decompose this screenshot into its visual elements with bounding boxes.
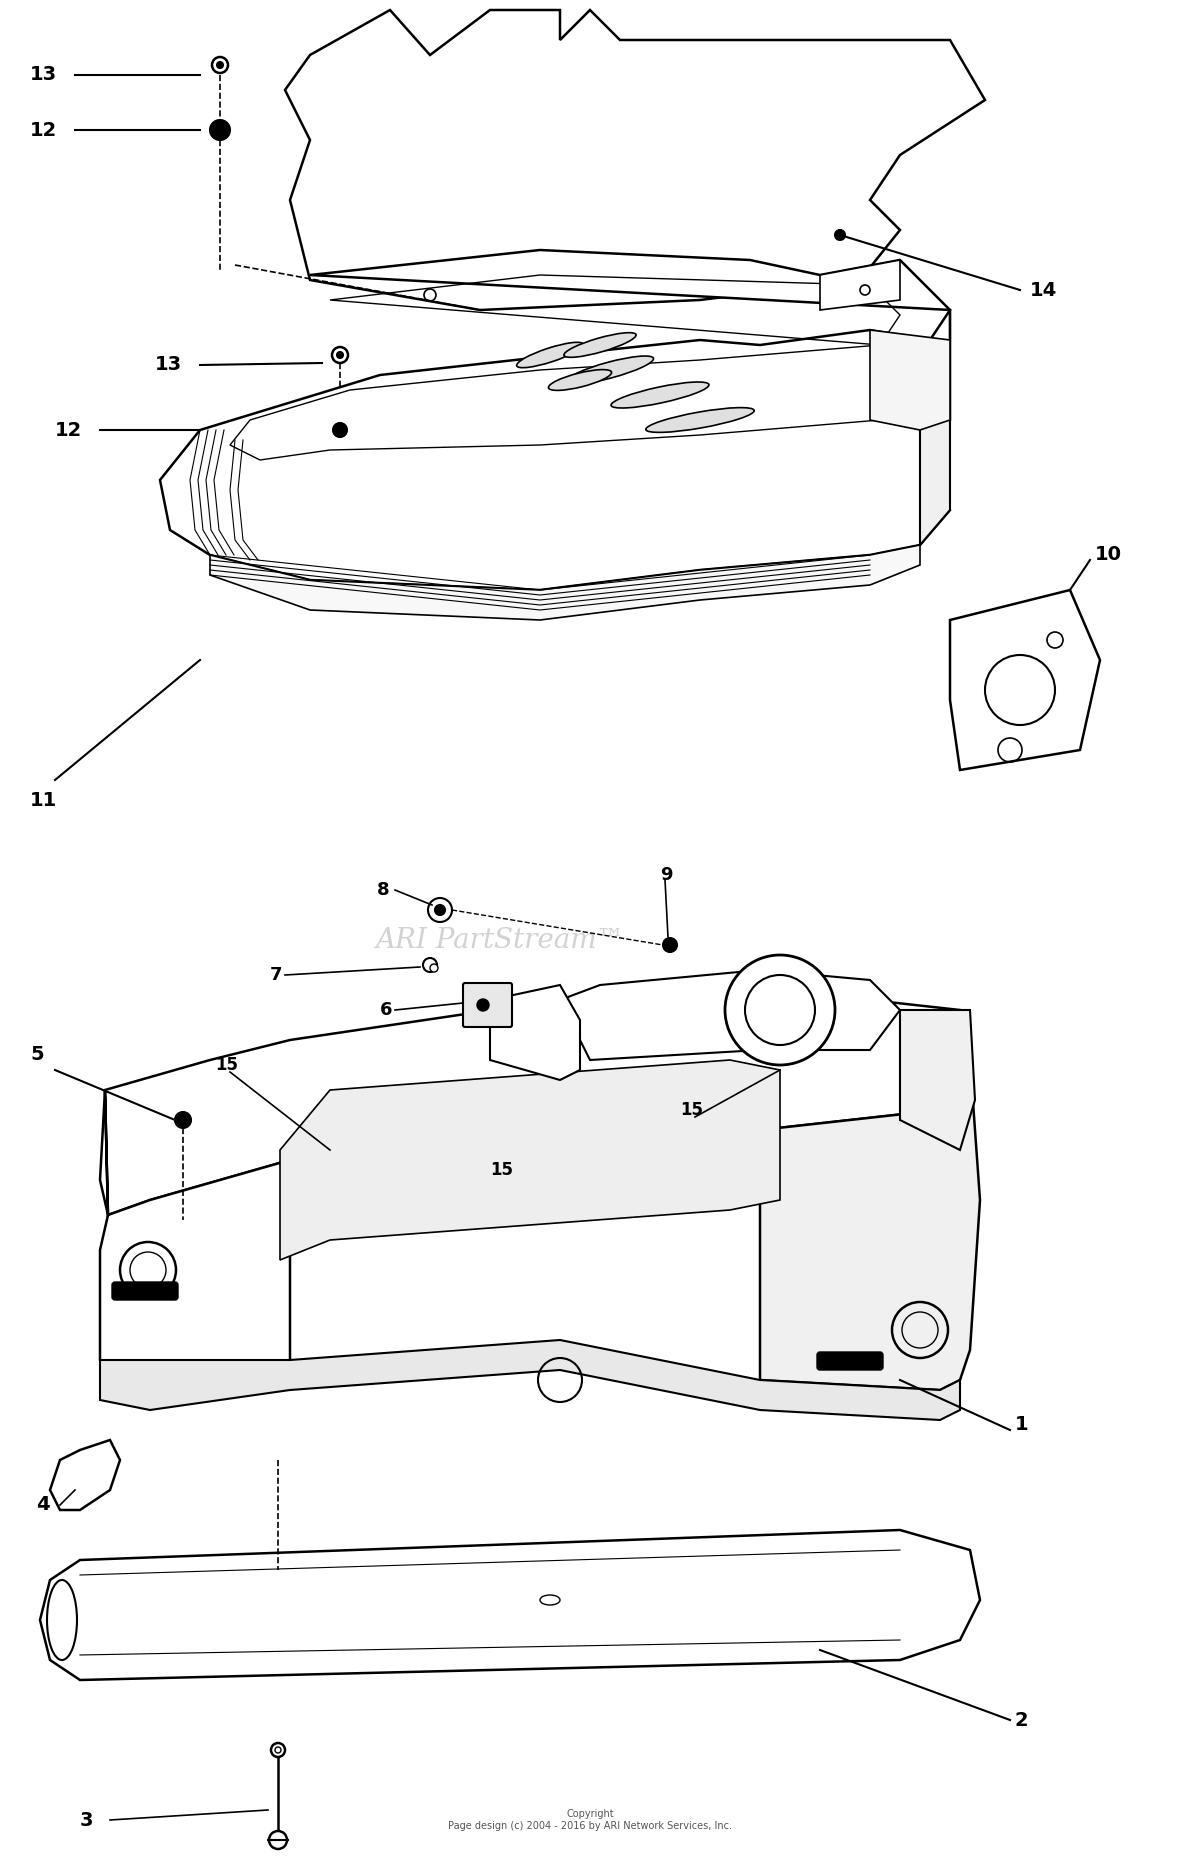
Circle shape: [175, 1112, 191, 1127]
Polygon shape: [160, 251, 950, 591]
Circle shape: [422, 958, 437, 971]
Polygon shape: [490, 984, 581, 1081]
Ellipse shape: [645, 409, 754, 433]
Text: 15: 15: [680, 1101, 703, 1120]
Circle shape: [430, 964, 438, 971]
Text: 15: 15: [215, 1057, 238, 1073]
Text: 14: 14: [1030, 280, 1057, 299]
Ellipse shape: [517, 342, 583, 368]
FancyBboxPatch shape: [112, 1281, 178, 1300]
Ellipse shape: [549, 370, 611, 390]
Polygon shape: [100, 1341, 961, 1421]
Text: 13: 13: [155, 355, 182, 375]
Text: 4: 4: [37, 1495, 50, 1515]
Text: 9: 9: [660, 865, 673, 884]
Circle shape: [435, 904, 445, 916]
Circle shape: [217, 61, 223, 69]
FancyBboxPatch shape: [463, 982, 512, 1027]
Polygon shape: [50, 1439, 120, 1510]
Circle shape: [663, 938, 677, 953]
Polygon shape: [900, 1010, 975, 1149]
Circle shape: [332, 347, 348, 362]
Ellipse shape: [564, 332, 636, 357]
Text: 1: 1: [1015, 1415, 1029, 1434]
Polygon shape: [40, 1530, 981, 1681]
Ellipse shape: [611, 383, 709, 409]
Text: ARI PartStream™: ARI PartStream™: [375, 927, 624, 953]
Polygon shape: [820, 260, 900, 310]
Text: 15: 15: [490, 1161, 513, 1179]
Text: 8: 8: [378, 880, 391, 899]
Circle shape: [835, 230, 845, 240]
Circle shape: [210, 121, 230, 139]
Text: 10: 10: [1095, 546, 1122, 565]
Text: 12: 12: [30, 121, 58, 139]
Polygon shape: [920, 310, 950, 544]
Polygon shape: [950, 591, 1100, 771]
Polygon shape: [760, 1010, 981, 1391]
Text: 5: 5: [30, 1045, 44, 1064]
Circle shape: [333, 423, 347, 436]
Circle shape: [337, 353, 343, 358]
Ellipse shape: [566, 357, 654, 384]
Circle shape: [271, 1744, 286, 1757]
Circle shape: [477, 999, 489, 1010]
Polygon shape: [560, 969, 900, 1060]
Text: 6: 6: [380, 1001, 393, 1019]
Text: 2: 2: [1015, 1710, 1029, 1729]
Polygon shape: [210, 544, 920, 620]
Text: 11: 11: [30, 791, 58, 810]
Circle shape: [212, 58, 228, 72]
Polygon shape: [280, 1060, 780, 1261]
Text: 12: 12: [55, 420, 83, 440]
FancyBboxPatch shape: [817, 1352, 883, 1370]
Text: 3: 3: [80, 1811, 93, 1829]
Polygon shape: [100, 990, 970, 1214]
Polygon shape: [870, 331, 950, 431]
Text: 7: 7: [270, 966, 282, 984]
Text: Copyright
Page design (c) 2004 - 2016 by ARI Network Services, Inc.: Copyright Page design (c) 2004 - 2016 by…: [448, 1809, 732, 1831]
Polygon shape: [100, 1090, 290, 1391]
Circle shape: [269, 1831, 287, 1850]
Text: 13: 13: [30, 65, 57, 85]
Circle shape: [725, 954, 835, 1066]
